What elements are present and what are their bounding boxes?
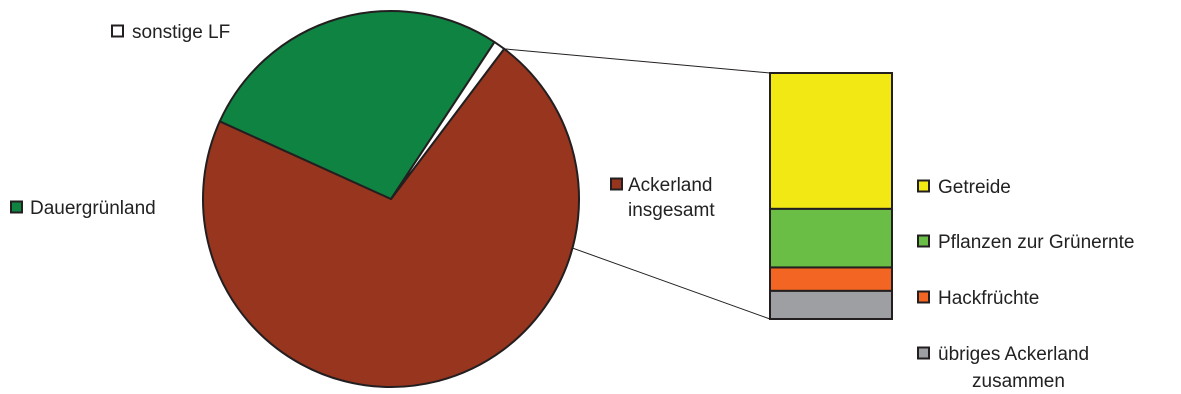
pie-label-sonstige-lf: sonstige LF xyxy=(132,22,230,43)
pie-label-dauergruenland: Dauergrünland xyxy=(30,198,156,219)
legend-marker-dauergruenland xyxy=(10,200,23,214)
bar-segment-pflanzen-zur-gruenernte xyxy=(769,207,893,269)
bar-segment-hackfruechte xyxy=(769,266,893,292)
bar-legend: Getreide Pflanzen zur Grünernte Hackfrücht… xyxy=(917,177,1134,392)
connector-line-top xyxy=(504,48,771,74)
bar-segment-uebriges-ackerland-zusammen xyxy=(769,289,893,321)
legend-marker-sonstige-lf xyxy=(111,24,124,38)
legend-label-getreide: Getreide xyxy=(938,177,1011,198)
legend-marker-ackerland-insgesamt xyxy=(610,177,623,191)
legend-label-pflanzen-zur-gruenernte: Pflanzen zur Grünernte xyxy=(938,232,1134,253)
legend-label-hackfruechte: Hackfrüchte xyxy=(938,288,1039,309)
legend-label-uebriges-ackerland-zusammen: übriges Ackerland zusammen xyxy=(938,344,1089,392)
legend-marker-pflanzen-zur-gruenernte xyxy=(917,234,930,248)
pie-labels: Ackerland insgesamt Dauergrünland sonstige … xyxy=(10,22,715,221)
pie-label-ackerland-insgesamt: Ackerland insgesamt xyxy=(628,175,715,221)
bar-segment-getreide xyxy=(769,72,893,210)
pie-slice-ackerland-insgesamt xyxy=(201,47,580,388)
stacked-bar xyxy=(769,72,893,321)
pie-chart xyxy=(201,10,580,388)
pie-slice-sonstige-lf xyxy=(390,41,506,200)
legend-marker-hackfruechte xyxy=(917,290,930,304)
legend-marker-uebriges-ackerland-zusammen xyxy=(917,346,930,360)
pie-slice-dauergruenland xyxy=(218,10,496,200)
legend-marker-getreide xyxy=(917,179,930,193)
